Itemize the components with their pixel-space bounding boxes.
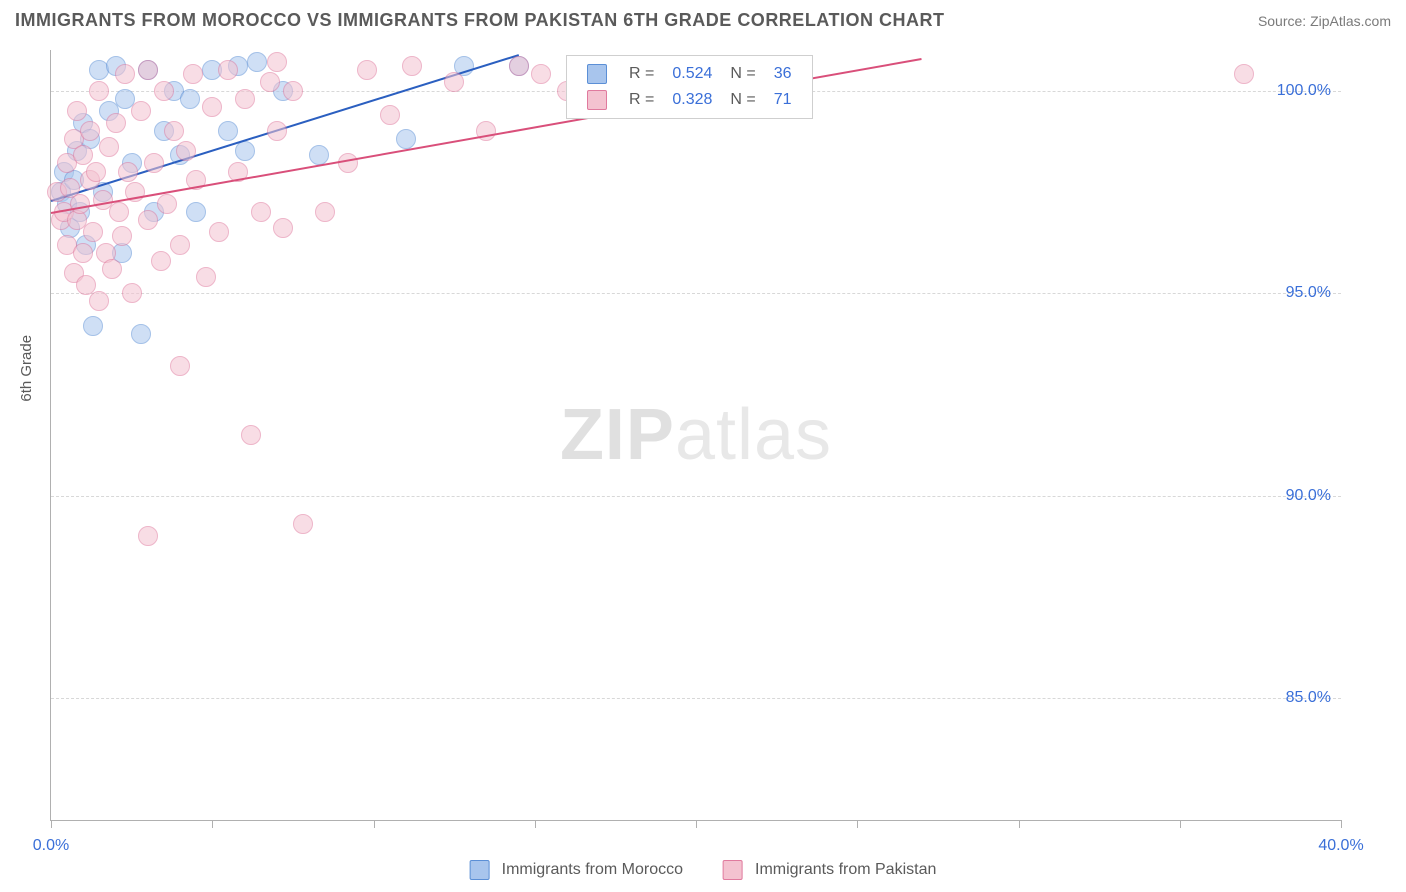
legend-item-morocco: Immigrants from Morocco <box>470 860 683 880</box>
data-point <box>164 121 184 141</box>
data-point <box>86 162 106 182</box>
chart-title: IMMIGRANTS FROM MOROCCO VS IMMIGRANTS FR… <box>15 10 944 31</box>
y-tick-label: 100.0% <box>1277 82 1331 100</box>
data-point <box>183 64 203 84</box>
data-point <box>112 226 132 246</box>
data-point <box>99 137 119 157</box>
data-point <box>283 81 303 101</box>
data-point <box>170 235 190 255</box>
data-point <box>115 64 135 84</box>
data-point <box>273 218 293 238</box>
data-point <box>144 153 164 173</box>
data-point <box>293 514 313 534</box>
x-tick <box>535 820 536 828</box>
x-tick <box>696 820 697 828</box>
data-point <box>131 324 151 344</box>
data-point <box>235 89 255 109</box>
y-tick-label: 95.0% <box>1286 284 1331 302</box>
data-point <box>89 81 109 101</box>
data-point <box>157 194 177 214</box>
data-point <box>235 141 255 161</box>
legend-label-morocco: Immigrants from Morocco <box>502 861 683 879</box>
data-point <box>396 129 416 149</box>
data-point <box>260 72 280 92</box>
gridline <box>51 698 1341 699</box>
data-point <box>89 291 109 311</box>
data-point <box>118 162 138 182</box>
data-point <box>186 202 206 222</box>
data-point <box>83 222 103 242</box>
data-point <box>122 283 142 303</box>
swatch-pakistan <box>723 860 743 880</box>
data-point <box>315 202 335 222</box>
data-point <box>80 121 100 141</box>
data-point <box>247 52 267 72</box>
x-tick <box>1180 820 1181 828</box>
data-point <box>154 81 174 101</box>
y-axis-label: 6th Grade <box>18 335 35 402</box>
gridline <box>51 496 1341 497</box>
data-point <box>102 259 122 279</box>
data-point <box>338 153 358 173</box>
y-tick-label: 85.0% <box>1286 689 1331 707</box>
legend-label-pakistan: Immigrants from Pakistan <box>755 861 936 879</box>
correlation-legend: R =0.524N =36R =0.328N =71 <box>566 55 813 119</box>
data-point <box>138 210 158 230</box>
data-point <box>176 141 196 161</box>
legend-bottom: Immigrants from Morocco Immigrants from … <box>470 860 937 880</box>
data-point <box>218 121 238 141</box>
data-point <box>267 121 287 141</box>
data-point <box>241 425 261 445</box>
data-point <box>357 60 377 80</box>
watermark: ZIPatlas <box>560 394 832 476</box>
x-tick <box>1019 820 1020 828</box>
data-point <box>131 101 151 121</box>
data-point <box>138 526 158 546</box>
data-point <box>138 60 158 80</box>
data-point <box>196 267 216 287</box>
data-point <box>218 60 238 80</box>
x-tick <box>374 820 375 828</box>
plot-area: ZIPatlas 85.0%90.0%95.0%100.0%0.0%40.0% <box>50 50 1341 821</box>
x-tick <box>1341 820 1342 828</box>
x-tick-label: 0.0% <box>33 837 69 855</box>
source-label: Source: ZipAtlas.com <box>1258 13 1391 29</box>
data-point <box>531 64 551 84</box>
x-tick-label: 40.0% <box>1318 837 1363 855</box>
x-tick <box>51 820 52 828</box>
y-tick-label: 90.0% <box>1286 487 1331 505</box>
data-point <box>83 316 103 336</box>
x-tick <box>212 820 213 828</box>
data-point <box>202 97 222 117</box>
gridline <box>51 293 1341 294</box>
data-point <box>402 56 422 76</box>
data-point <box>267 52 287 72</box>
data-point <box>444 72 464 92</box>
data-point <box>73 243 93 263</box>
swatch-morocco <box>470 860 490 880</box>
data-point <box>180 89 200 109</box>
data-point <box>209 222 229 242</box>
data-point <box>151 251 171 271</box>
data-point <box>380 105 400 125</box>
data-point <box>70 194 90 214</box>
data-point <box>509 56 529 76</box>
data-point <box>1234 64 1254 84</box>
x-tick <box>857 820 858 828</box>
data-point <box>170 356 190 376</box>
data-point <box>109 202 129 222</box>
data-point <box>251 202 271 222</box>
data-point <box>106 113 126 133</box>
data-point <box>67 101 87 121</box>
legend-item-pakistan: Immigrants from Pakistan <box>723 860 936 880</box>
